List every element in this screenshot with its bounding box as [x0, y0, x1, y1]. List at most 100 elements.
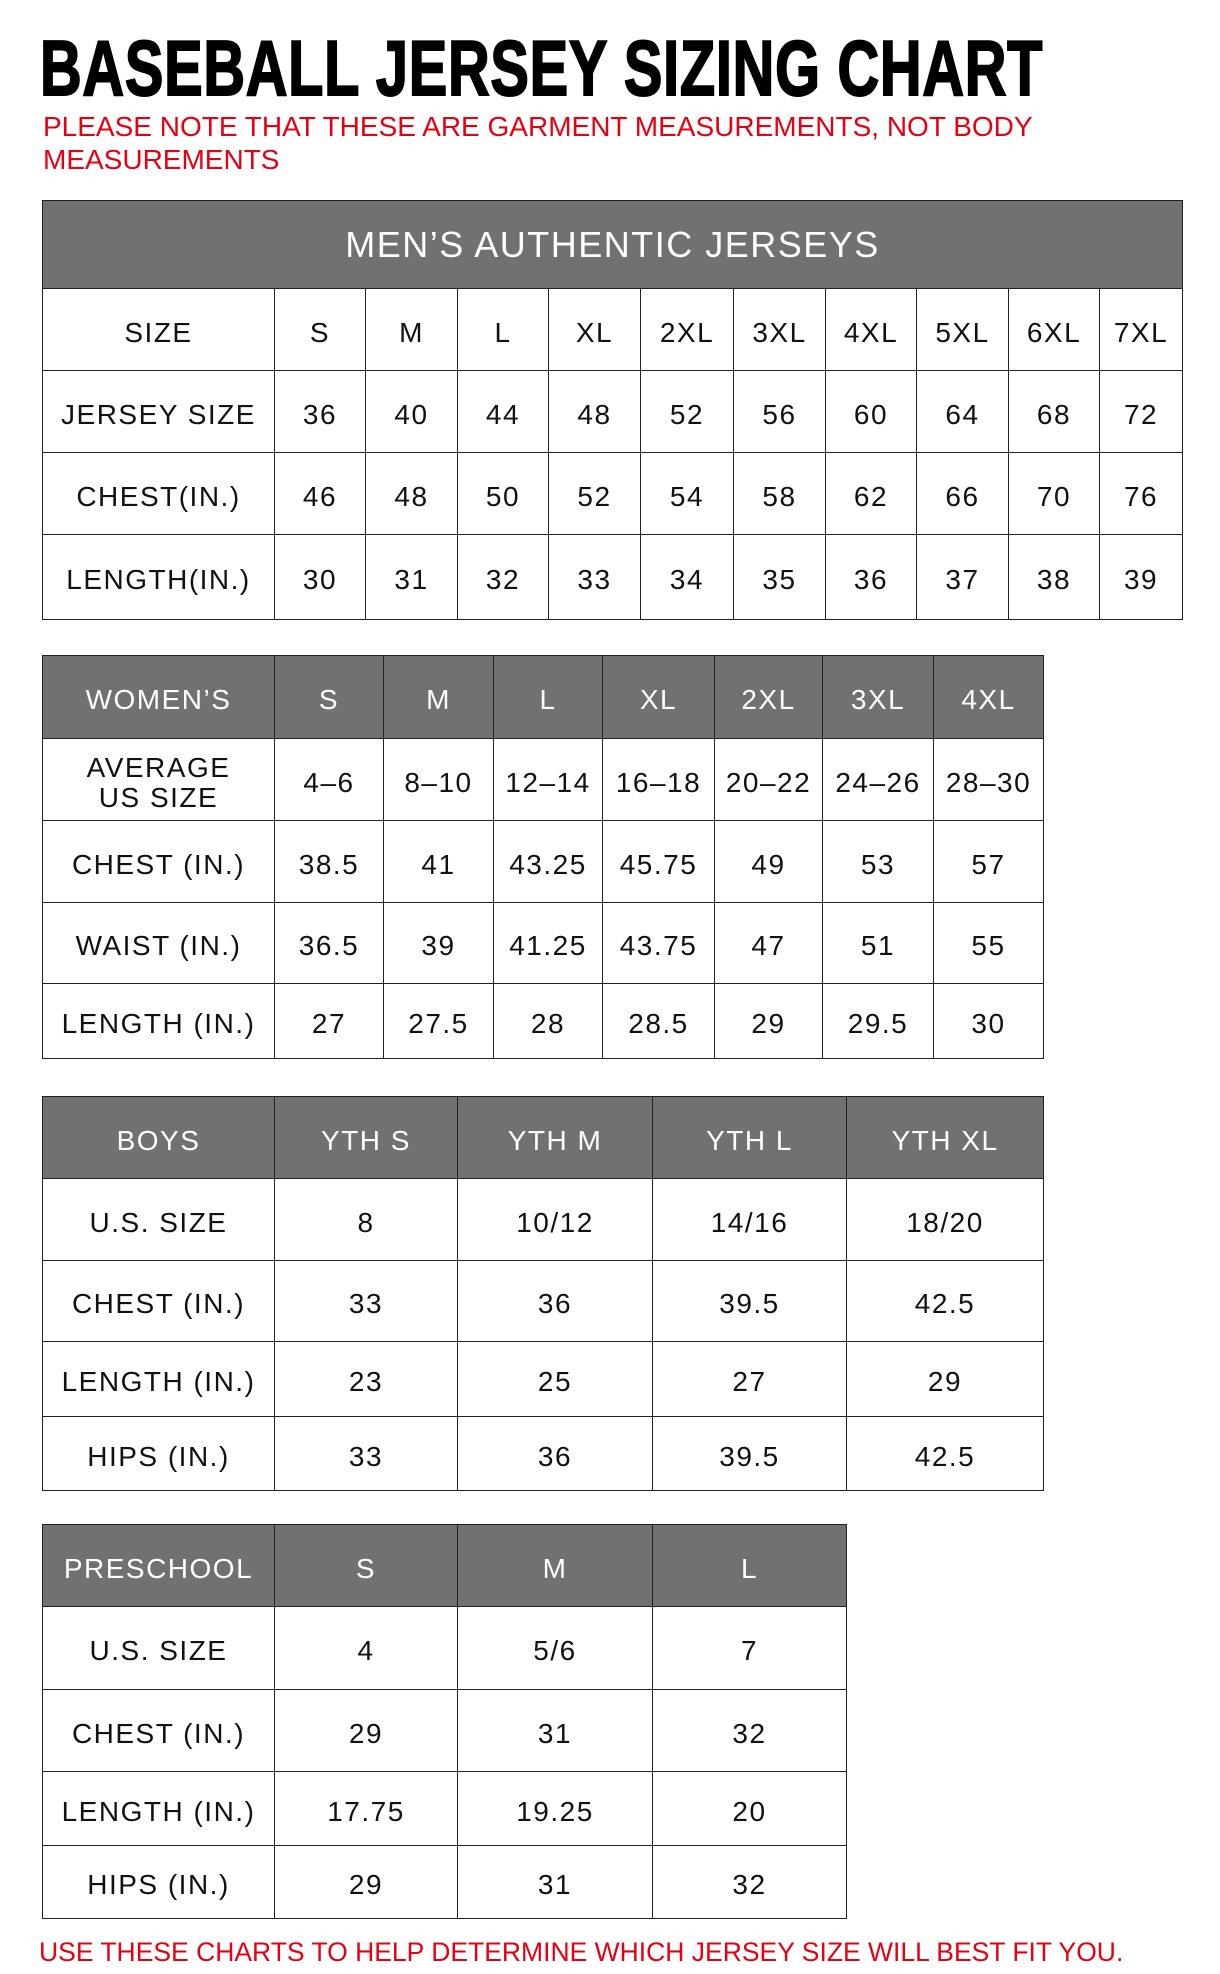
measurement-cell: 48: [548, 370, 641, 453]
measurement-cell: 29.5: [822, 983, 934, 1059]
measurement-cell: 38.5: [274, 820, 384, 903]
measurement-cell: 12–14: [493, 738, 603, 821]
measurement-cell: 27.5: [383, 983, 494, 1059]
row-label: HIPS (IN.): [42, 1416, 275, 1491]
measurement-cell: 48: [365, 452, 458, 535]
measurement-cell: 39: [1098, 534, 1184, 620]
measurement-cell: 29: [274, 1689, 458, 1772]
measurement-cell: 72: [1098, 370, 1184, 453]
measurement-cell: 32: [457, 534, 549, 620]
measurement-cell: 10/12: [457, 1178, 653, 1261]
row-label: U.S. SIZE: [42, 1178, 275, 1261]
measurement-cell: 36.5: [274, 902, 384, 984]
garment-note: PLEASE NOTE THAT THESE ARE GARMENT MEASU…: [43, 111, 1033, 175]
measurement-cell: 33: [274, 1260, 458, 1342]
table-row: JERSEY SIZE 36 40 44 48 52 56 60 64 68 72: [42, 370, 1184, 453]
measurement-cell: 62: [825, 452, 917, 535]
size-header-cell: 4XL: [933, 655, 1044, 739]
table-row: LENGTH (IN.) 17.75 19.25 20: [42, 1771, 847, 1846]
measurement-cell: 40: [365, 370, 458, 453]
measurement-cell: 68: [1008, 370, 1100, 453]
measurement-cell: 36: [457, 1260, 653, 1342]
measurement-cell: 33: [548, 534, 641, 620]
measurement-cell: 56: [733, 370, 826, 453]
measurement-cell: 19.25: [457, 1771, 653, 1846]
measurement-cell: 36: [457, 1416, 653, 1491]
row-label: CHEST(IN.): [42, 452, 275, 535]
measurement-cell: 28.5: [602, 983, 715, 1059]
measurement-cell: 39.5: [652, 1260, 847, 1342]
table-banner-row: MEN’S AUTHENTIC JERSEYS: [41, 200, 1184, 289]
measurement-cell: 44: [457, 370, 549, 453]
measurement-cell: 39.5: [652, 1416, 847, 1491]
measurement-cell: 41.25: [493, 902, 603, 984]
measurement-cell: 31: [457, 1845, 653, 1919]
table-row: CHEST (IN.) 29 31 32: [42, 1689, 847, 1772]
measurement-cell: 42.5: [846, 1416, 1044, 1491]
measurement-cell: 50: [457, 452, 549, 535]
measurement-cell: 52: [640, 370, 734, 453]
measurement-cell: 32: [652, 1845, 847, 1919]
row-label: WAIST (IN.): [42, 902, 275, 984]
table-header-row: WOMEN’S S M L XL 2XL 3XL 4XL: [42, 655, 1044, 739]
size-header-cell: XL: [602, 655, 715, 739]
measurement-cell: 64: [916, 370, 1009, 453]
size-header-cell: 3XL: [822, 655, 934, 739]
table-row: CHEST(IN.) 46 48 50 52 54 58 62 66 70 76: [42, 452, 1184, 535]
size-header-cell: M: [457, 1524, 653, 1607]
measurement-cell: 43.75: [602, 902, 715, 984]
row-label: LENGTH(IN.): [42, 534, 275, 620]
row-label: WOMEN’S: [42, 655, 275, 739]
measurement-cell: 35: [733, 534, 826, 620]
measurement-cell: 16–18: [602, 738, 715, 821]
table-row: CHEST (IN.) 33 36 39.5 42.5: [42, 1260, 1044, 1342]
row-label: LENGTH (IN.): [42, 983, 275, 1059]
size-header-cell: 3XL: [733, 288, 826, 371]
row-label: AVERAGE US SIZE: [42, 738, 275, 821]
measurement-cell: 31: [365, 534, 458, 620]
size-header-cell: L: [457, 288, 549, 371]
measurement-cell: 55: [933, 902, 1044, 984]
measurement-cell: 70: [1008, 452, 1100, 535]
measurement-cell: 30: [274, 534, 366, 620]
measurement-cell: 33: [274, 1416, 458, 1491]
table-header-row: PRESCHOOL S M L: [42, 1524, 847, 1607]
measurement-cell: 51: [822, 902, 934, 984]
measurement-cell: 4–6: [274, 738, 384, 821]
table-row: HIPS (IN.) 29 31 32: [42, 1845, 847, 1919]
measurement-cell: 45.75: [602, 820, 715, 903]
mens-size-table: MEN’S AUTHENTIC JERSEYS SIZE S M L XL 2XL 3XL 4X…: [41, 200, 1184, 620]
measurement-cell: 28–30: [933, 738, 1044, 821]
table-header-row: SIZE S M L XL 2XL 3XL 4XL 5XL 6XL 7XL: [42, 288, 1184, 371]
measurement-cell: 20: [652, 1771, 847, 1846]
measurement-cell: 7: [652, 1606, 847, 1690]
size-header-cell: 2XL: [714, 655, 823, 739]
measurement-cell: 25: [457, 1341, 653, 1417]
size-header-cell: L: [652, 1524, 847, 1607]
measurement-cell: 66: [916, 452, 1009, 535]
row-label: U.S. SIZE: [42, 1606, 275, 1690]
row-label: CHEST (IN.): [42, 820, 275, 903]
table-row: AVERAGE US SIZE 4–6 8–10 12–14 16–18 20–22 24–…: [42, 738, 1044, 821]
measurement-cell: 46: [274, 452, 366, 535]
row-label: LENGTH (IN.): [42, 1341, 275, 1417]
preschool-size-table: PRESCHOOL S M L U.S. SIZE 4 5/6 7 CHEST (IN.) 29 3…: [42, 1524, 847, 1919]
measurement-cell: 47: [714, 902, 823, 984]
measurement-cell: 32: [652, 1689, 847, 1772]
boys-size-table: BOYS YTH S YTH M YTH L YTH XL U.S. SIZE 8 10/12…: [42, 1096, 1044, 1491]
size-header-cell: 7XL: [1098, 288, 1184, 371]
size-header-cell: YTH XL: [846, 1096, 1044, 1179]
measurement-cell: 31: [457, 1689, 653, 1772]
measurement-cell: 42.5: [846, 1260, 1044, 1342]
row-label: PRESCHOOL: [42, 1524, 275, 1607]
measurement-cell: 54: [640, 452, 734, 535]
measurement-cell: 57: [933, 820, 1044, 903]
measurement-cell: 20–22: [714, 738, 823, 821]
measurement-cell: 18/20: [846, 1178, 1044, 1261]
row-label: JERSEY SIZE: [42, 370, 275, 453]
measurement-cell: 29: [714, 983, 823, 1059]
measurement-cell: 53: [822, 820, 934, 903]
table-row: HIPS (IN.) 33 36 39.5 42.5: [42, 1416, 1044, 1491]
measurement-cell: 52: [548, 452, 641, 535]
row-label: SIZE: [42, 288, 275, 371]
